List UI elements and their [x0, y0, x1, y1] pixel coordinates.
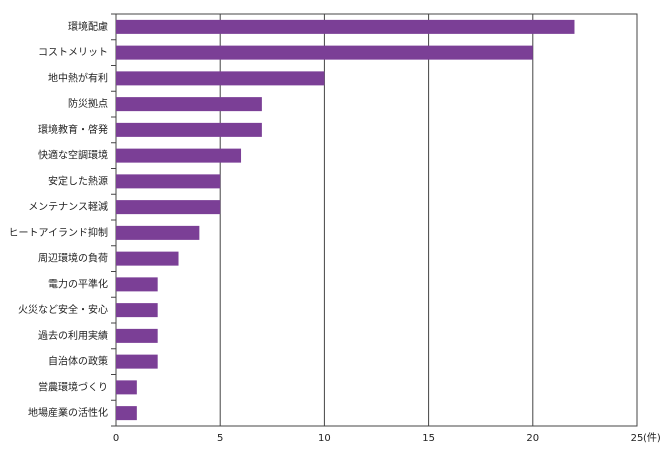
bar	[116, 303, 158, 318]
y-tick-label: 環境教育・啓発	[38, 123, 108, 136]
x-tick-label: 0	[113, 433, 119, 444]
y-tick-label: 火災など安全・安心	[18, 303, 108, 316]
bar	[116, 277, 158, 292]
x-tick-label: 15	[422, 433, 435, 444]
y-tick-label: 地中熱が有利	[48, 71, 108, 84]
y-tick-label: 防災拠点	[68, 97, 108, 110]
y-tick-label: ヒートアイランド抑制	[9, 226, 109, 239]
x-axis-label: (件)	[643, 432, 661, 444]
bar	[116, 148, 242, 163]
bar	[116, 251, 179, 266]
bar	[116, 225, 200, 240]
x-tick-label: 10	[318, 433, 331, 444]
x-tick-label: 25	[631, 433, 644, 444]
bar	[116, 328, 158, 343]
bar	[116, 71, 325, 86]
y-tick-label: 自治体の政策	[48, 355, 108, 368]
bar	[116, 45, 533, 60]
bar	[116, 97, 262, 112]
y-tick-label: 地場産業の活性化	[28, 406, 108, 419]
y-tick-label: 環境配慮	[68, 20, 108, 33]
bar	[116, 406, 137, 421]
bar	[116, 19, 575, 34]
x-tick-label: 5	[217, 433, 223, 444]
y-tick-label: 安定した熱源	[48, 174, 108, 187]
x-tick-label: 20	[526, 433, 539, 444]
y-tick-label: 営農環境づくり	[38, 380, 108, 393]
y-tick-label: コストメリット	[38, 48, 108, 59]
y-tick-label: 電力の平準化	[48, 277, 108, 290]
bar	[116, 354, 158, 369]
bar	[116, 122, 262, 137]
y-tick-label: 過去の利用実績	[38, 329, 108, 342]
y-tick-label: 快適な空調環境	[38, 149, 108, 162]
y-tick-label: 周辺環境の負荷	[38, 252, 108, 265]
bar	[116, 174, 221, 189]
y-tick-label: メンテナンス軽減	[28, 200, 108, 213]
bar	[116, 200, 221, 215]
bar	[116, 380, 137, 395]
